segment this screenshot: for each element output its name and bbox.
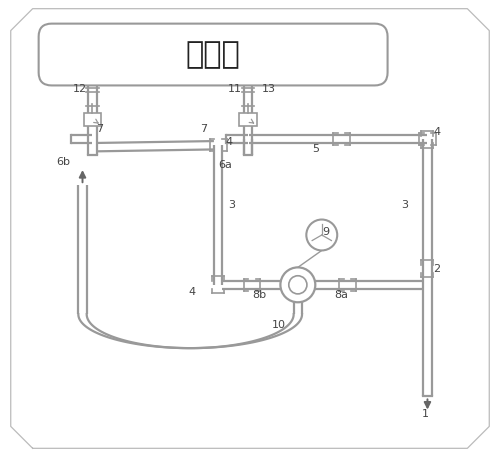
Text: 10: 10	[272, 320, 286, 329]
Text: 6b: 6b	[56, 157, 70, 167]
Text: 2: 2	[434, 264, 440, 274]
Text: 3: 3	[402, 200, 408, 210]
Text: 4: 4	[188, 287, 196, 297]
Text: 热水器: 热水器	[186, 40, 240, 69]
Circle shape	[306, 219, 337, 250]
Text: 8a: 8a	[334, 290, 348, 300]
FancyBboxPatch shape	[38, 24, 388, 85]
Text: 12: 12	[72, 85, 86, 95]
Text: 3: 3	[228, 200, 235, 210]
Text: 9: 9	[322, 227, 329, 237]
Text: 5: 5	[312, 144, 319, 154]
Text: 1: 1	[422, 409, 428, 420]
Circle shape	[280, 267, 316, 302]
Text: 4: 4	[434, 128, 440, 137]
Text: 13: 13	[262, 85, 276, 95]
Text: 7: 7	[96, 124, 103, 134]
Text: 8b: 8b	[252, 290, 266, 300]
Text: 7: 7	[200, 124, 207, 134]
Text: 4: 4	[225, 137, 232, 147]
Bar	[84, 113, 101, 126]
Text: 11: 11	[228, 85, 242, 95]
Bar	[240, 113, 256, 126]
Circle shape	[289, 276, 307, 294]
Text: 6a: 6a	[218, 160, 232, 170]
